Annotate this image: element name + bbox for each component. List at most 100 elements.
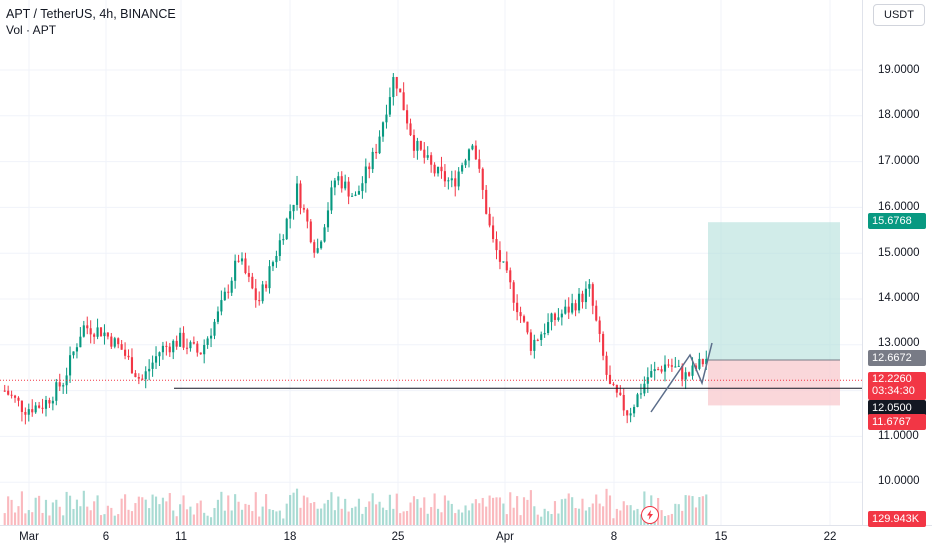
volume-bar <box>55 499 58 525</box>
volume-bar <box>261 506 264 525</box>
candle-body <box>93 334 96 337</box>
volume-value-label: 129.943K <box>868 511 926 527</box>
candle-body <box>636 394 639 407</box>
candle-body <box>577 293 581 311</box>
volume-bar <box>144 499 147 525</box>
volume-bar <box>295 488 299 525</box>
candle-body <box>247 273 250 277</box>
candle-body <box>55 382 58 401</box>
volume-bar <box>388 494 391 525</box>
volume-bar <box>701 496 704 525</box>
volume-bar <box>161 497 164 525</box>
volume-bar <box>179 504 182 525</box>
volume-bar <box>247 504 250 525</box>
volume-bar <box>447 500 450 525</box>
candle-body <box>41 407 44 409</box>
volume-bar <box>137 496 140 525</box>
time-tick: 11 <box>175 531 187 543</box>
volume-bar <box>38 495 41 525</box>
volume-bar <box>344 498 347 525</box>
volume-bar <box>636 508 639 525</box>
volume-bar <box>93 501 96 525</box>
volume-bar <box>698 497 701 525</box>
candle-body <box>271 262 275 267</box>
candle-body <box>388 97 391 115</box>
candle-body <box>536 339 539 341</box>
candle-body <box>701 358 704 365</box>
volume-bar <box>130 511 134 525</box>
volume-bar <box>467 510 471 525</box>
candle-body <box>199 352 202 355</box>
volume-bar <box>299 507 302 525</box>
candle-body <box>89 328 92 335</box>
stop-price-label: 11.6767 <box>868 414 926 430</box>
volume-bar <box>271 509 275 525</box>
candle-body <box>622 394 625 411</box>
candle-body <box>13 395 17 398</box>
candle-body <box>639 393 643 395</box>
volume-bar <box>423 497 426 525</box>
candle-body <box>433 164 436 174</box>
candle-body <box>261 284 264 302</box>
candle-body <box>192 342 195 344</box>
volume-bar <box>124 494 127 525</box>
candle-body <box>17 397 20 401</box>
volume-bar <box>688 495 691 525</box>
candle-body <box>564 306 567 314</box>
volume-bar <box>581 498 584 525</box>
candle-body <box>440 166 443 172</box>
volume-bar <box>316 508 319 525</box>
volume-bar <box>591 503 594 525</box>
candle-body <box>519 312 522 317</box>
currency-button[interactable]: USDT <box>873 4 925 26</box>
price-chart[interactable] <box>0 0 862 525</box>
chart-area[interactable]: APT / TetherUS, 4h, BINANCE Vol · APT <box>0 0 862 525</box>
volume-bar <box>626 505 629 525</box>
volume-bar <box>199 500 202 525</box>
candle-body <box>316 248 319 253</box>
entry-price-label: 12.6672 <box>868 350 926 366</box>
candle-body <box>79 336 82 348</box>
volume-bar <box>113 515 116 525</box>
chart-legend: APT / TetherUS, 4h, BINANCE Vol · APT <box>6 6 176 38</box>
price-tick: 19.0000 <box>878 64 920 76</box>
price-axis[interactable] <box>862 0 932 525</box>
volume-bar <box>567 493 570 525</box>
volume-bar <box>436 508 440 525</box>
candle-body <box>278 240 281 256</box>
time-tick: 25 <box>391 531 405 543</box>
volume-bar <box>185 509 189 525</box>
symbol-title[interactable]: APT / TetherUS, 4h, BINANCE <box>6 7 176 21</box>
volume-bar <box>595 494 598 525</box>
volume-bar <box>82 490 85 525</box>
volume-bar <box>454 513 457 525</box>
candle-body <box>354 194 357 196</box>
volume-bar <box>533 506 536 525</box>
candle-body <box>275 255 278 263</box>
candle-body <box>244 258 247 274</box>
time-tick: 18 <box>283 531 297 543</box>
volume-bar <box>488 495 491 525</box>
candle-body <box>491 225 495 240</box>
candle-body <box>436 166 440 174</box>
last-price-value: 12.2260 <box>872 373 912 385</box>
volume-bar <box>433 493 436 525</box>
candle-body <box>179 332 182 347</box>
candle-body <box>251 276 254 289</box>
volume-bar <box>529 490 532 525</box>
volume-bar <box>278 510 281 525</box>
volume-bar <box>402 511 405 525</box>
volume-bar <box>165 501 168 525</box>
candle-body <box>505 261 508 271</box>
candle-body <box>419 140 422 150</box>
candle-body <box>474 145 477 160</box>
volume-bar <box>564 498 567 525</box>
candle-body <box>657 369 660 371</box>
lightning-icon[interactable] <box>641 506 659 524</box>
time-axis[interactable] <box>0 525 932 551</box>
volume-bar <box>395 493 398 525</box>
candle-body <box>581 293 584 303</box>
volume-indicator-label[interactable]: Vol · APT <box>6 23 57 37</box>
candle-body <box>58 382 61 387</box>
volume-bar <box>406 510 409 525</box>
